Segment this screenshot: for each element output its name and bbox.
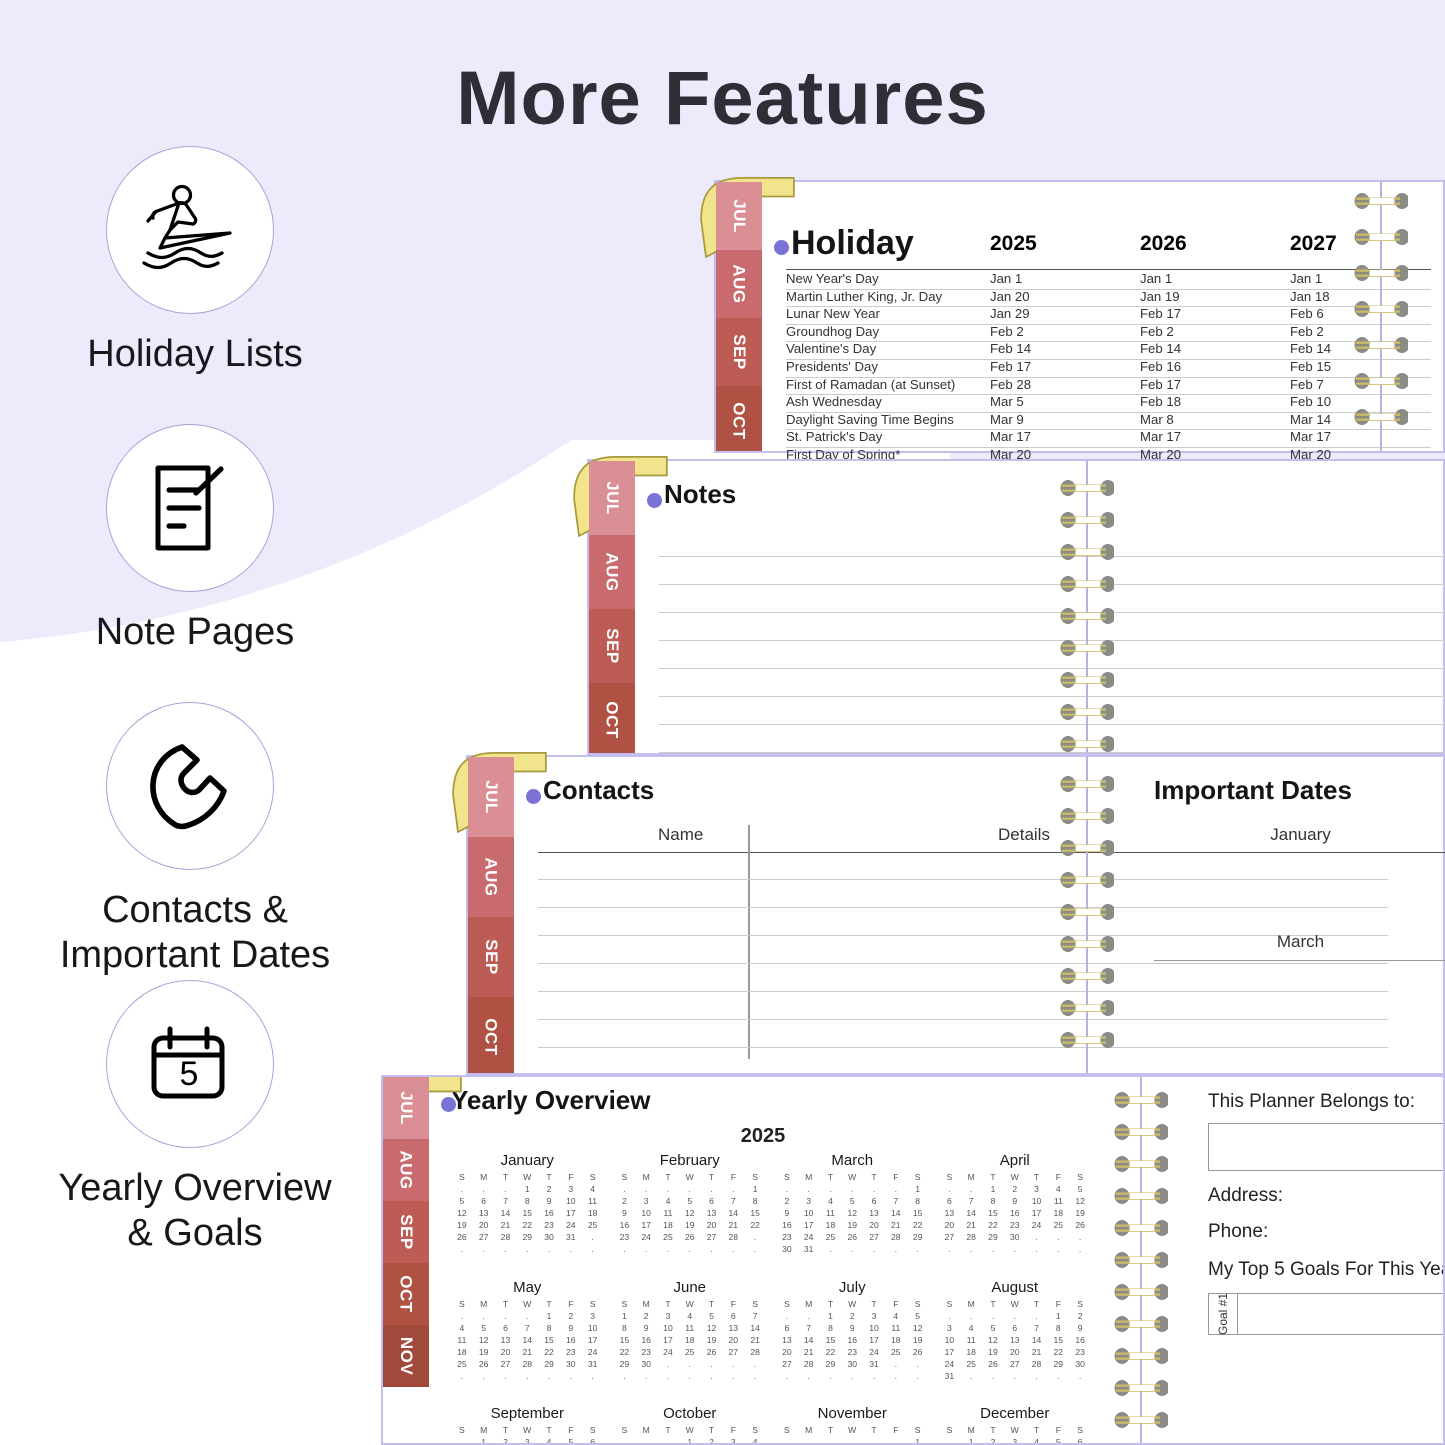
- svg-text:5: 5: [180, 1055, 199, 1093]
